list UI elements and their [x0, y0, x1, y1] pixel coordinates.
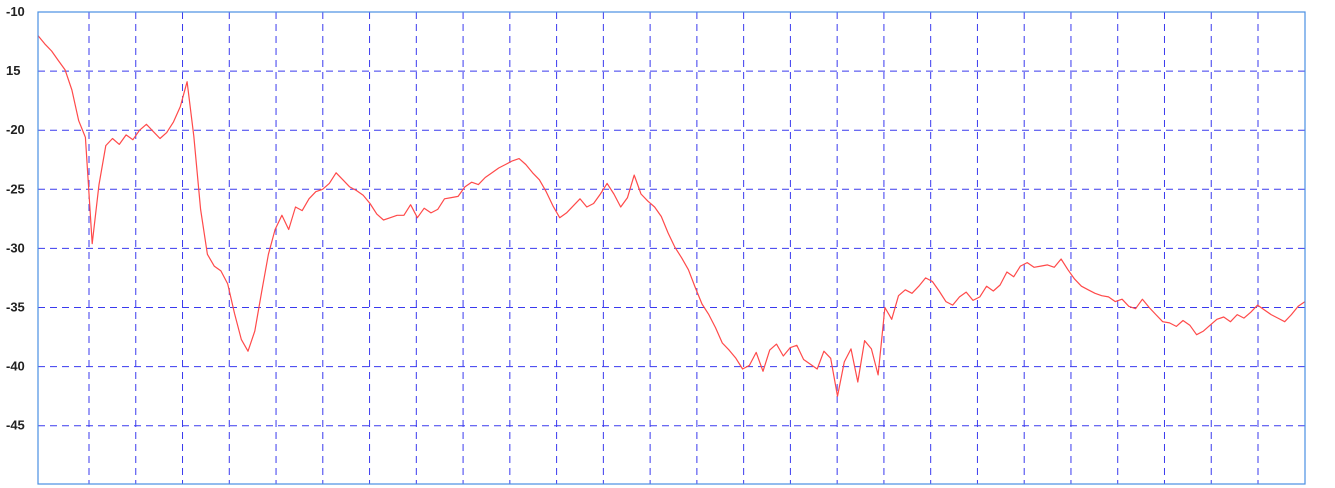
series-line-0 [37, 35, 1306, 397]
y-axis-tick-labels: -10 15 -20 -25 -30 -35 -40 -45 [6, 4, 25, 433]
y-tick-label: -10 [6, 4, 25, 19]
y-tick-label: -45 [6, 418, 25, 433]
y-tick-label: -20 [6, 122, 25, 137]
y-tick-label: -35 [6, 300, 25, 315]
y-tick-label: 15 [6, 63, 20, 78]
horizontal-gridlines [38, 11, 1305, 427]
y-tick-label: -40 [6, 359, 25, 374]
series-layer [37, 35, 1306, 397]
vertical-gridlines [88, 12, 1259, 484]
y-tick-label: -25 [6, 181, 25, 196]
plot-frame [37, 11, 1306, 485]
y-tick-label: -30 [6, 240, 25, 255]
